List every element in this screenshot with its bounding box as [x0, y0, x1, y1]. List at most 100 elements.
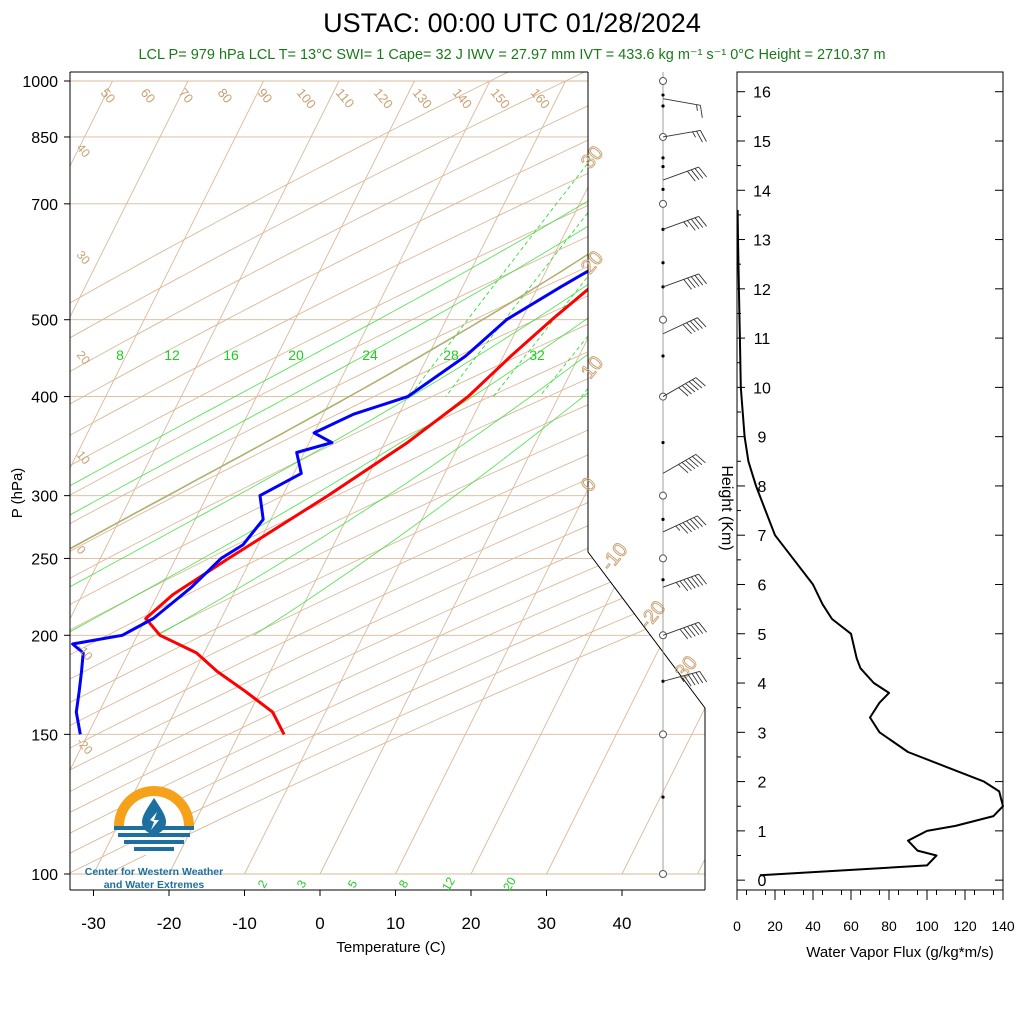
- dry-adiabat-line: [70, 151, 705, 467]
- dry-adiabat-label: 150: [488, 85, 513, 111]
- isotherm-line: [621, 706, 705, 875]
- pressure-tick-label: 400: [31, 390, 58, 407]
- chart-title: USTAC: 00:00 UTC 01/28/2024: [323, 8, 701, 38]
- diagram-edge-line: [587, 72, 706, 890]
- dry-adiabat-line: [70, 271, 705, 579]
- height-tick-label: 4: [758, 676, 767, 693]
- dry-adiabat-label: 130: [410, 85, 435, 111]
- wind-level-circle: [659, 77, 667, 85]
- flux-tick-label: 140: [991, 918, 1015, 934]
- cw3e-logo: Center for Western Weather and Water Ext…: [84, 784, 234, 894]
- logo-org-line1: Center for Western Weather: [84, 866, 224, 878]
- wind-level-dot: [661, 517, 665, 522]
- wind-barb: [662, 454, 706, 474]
- flux-tick-label: 40: [805, 918, 821, 934]
- mixing-ratio-label: 3: [294, 877, 310, 890]
- temperature-tick-label: -10: [232, 914, 257, 933]
- moist-adiabat-label: 28: [443, 347, 459, 363]
- height-tick-label: 3: [758, 725, 767, 742]
- dry-adiabat-line: [70, 299, 705, 605]
- wind-level-circle: [659, 315, 667, 324]
- dry-adiabat-line: [70, 72, 510, 304]
- wind-barb: [662, 573, 707, 592]
- moist-adiabat-line: [157, 263, 705, 636]
- dry-adiabat-label: 100: [294, 85, 319, 111]
- wind-barb: [662, 166, 707, 182]
- flux-tick-label: 0: [733, 918, 741, 934]
- dry-adiabat-label: 70: [176, 85, 197, 106]
- height-tick-label: 12: [753, 282, 771, 299]
- diagram-edge-mask: [588, 72, 706, 708]
- temperature-tick-label: -20: [157, 914, 182, 933]
- dry-adiabat-line: [70, 72, 586, 339]
- moist-adiabat-line: [70, 150, 705, 516]
- temperature-axis-title: Temperature (C): [336, 939, 445, 956]
- height-tick-label: 15: [753, 134, 771, 151]
- dry-adiabat-line: [70, 474, 705, 771]
- temperature-tick-label: 10: [386, 914, 405, 933]
- wind-level-dot: [661, 156, 665, 160]
- dry-adiabat-line: [70, 403, 705, 704]
- height-tick-label: 9: [758, 430, 767, 447]
- wind-level-dot: [661, 104, 665, 108]
- dry-adiabat-label: 80: [215, 85, 236, 106]
- isotherm-label-left: 40: [74, 141, 94, 160]
- wind-level-dot: [661, 440, 665, 445]
- isotherm-label-left: -20: [74, 735, 96, 758]
- pressure-tick-label: 150: [31, 727, 58, 744]
- height-tick-label: 2: [758, 775, 767, 792]
- wind-level-dot: [661, 578, 665, 582]
- pressure-tick-label: 200: [31, 628, 58, 645]
- temperature-tick-label: 40: [613, 914, 632, 933]
- isotherm-line: [70, 80, 340, 621]
- wind-level-dot: [661, 795, 665, 799]
- mixing-ratio-line: [409, 80, 653, 397]
- isotherm-line: [70, 80, 264, 470]
- height-tick-label: 8: [758, 479, 767, 496]
- wind-level-circle: [659, 199, 667, 208]
- wind-barb: [662, 515, 707, 534]
- dry-adiabat-label: 90: [255, 85, 276, 106]
- moist-adiabat-label: 20: [288, 347, 304, 363]
- pressure-tick-label: 700: [31, 197, 58, 214]
- temperature-tick-label: 0: [315, 914, 324, 933]
- mixing-ratio-label: 2: [255, 877, 271, 890]
- isotherm-line: [546, 555, 705, 875]
- wind-level-dot: [661, 354, 665, 358]
- dry-adiabat-label: 120: [371, 85, 396, 111]
- wind-level-circle: [659, 554, 667, 563]
- dewpoint-trace-line: [71, 188, 705, 735]
- wind-level-dot: [661, 679, 665, 683]
- wind-level-dot: [661, 93, 665, 97]
- height-tick-label: 11: [754, 331, 771, 348]
- dry-adiabat-line: [70, 562, 705, 854]
- dry-adiabat-line: [70, 326, 705, 631]
- wind-level-circle: [659, 730, 667, 739]
- skewt-plot-area: [70, 72, 705, 875]
- isotherm-line: [244, 80, 642, 875]
- isotherm-line: [697, 857, 705, 875]
- cw3e-logo-icon: [114, 786, 194, 856]
- moist-adiabat-line: [70, 175, 705, 549]
- height-tick-label: 13: [753, 233, 771, 250]
- moist-adiabat-label: 32: [529, 347, 545, 363]
- dry-adiabat-label: 110: [333, 85, 358, 111]
- dry-adiabat-line: [70, 427, 705, 727]
- isotherm-label-left: 20: [74, 348, 94, 367]
- wind-level-circle: [659, 870, 667, 878]
- wind-barb: [662, 98, 703, 118]
- wind-level-dot: [661, 187, 665, 191]
- height-tick-label: 14: [753, 183, 771, 200]
- isotherm-line: [70, 80, 415, 772]
- dry-adiabat-line: [70, 213, 705, 525]
- wind-barb: [662, 621, 707, 640]
- isotherm-line: [168, 80, 566, 875]
- logo-org-line2: and Water Extremes: [103, 879, 205, 891]
- flux-profile-line: [736, 209, 1004, 877]
- mixing-ratio-label: 5: [345, 877, 361, 890]
- flux-axis-title: Water Vapor Flux (g/kg*m/s): [806, 944, 994, 961]
- height-tick-label: 7: [758, 528, 767, 545]
- flux-tick-label: 60: [843, 918, 859, 934]
- dry-adiabat-label: 50: [98, 85, 119, 106]
